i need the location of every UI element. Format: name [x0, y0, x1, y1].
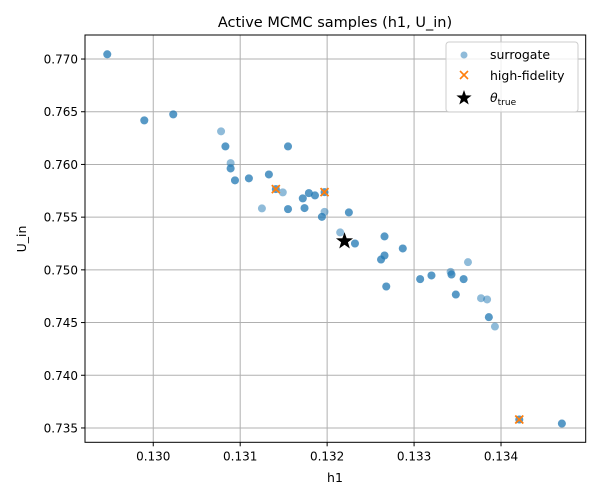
legend-label-theta-true: θtrue: [490, 90, 517, 108]
x-tick-label: 0.133: [397, 449, 431, 463]
surrogate-point: [447, 270, 456, 279]
surrogate-point: [557, 419, 566, 428]
surrogate-point: [284, 205, 293, 214]
x-axis-label: h1: [327, 470, 343, 485]
surrogate-point: [483, 295, 492, 304]
surrogate-point: [264, 170, 273, 179]
y-tick-label: 0.740: [44, 369, 78, 383]
x-tick-label: 0.134: [484, 449, 518, 463]
y-tick-label: 0.760: [44, 158, 78, 172]
surrogate-point: [320, 207, 329, 216]
surrogate-point: [244, 174, 253, 183]
surrogate-point: [230, 176, 239, 185]
surrogate-point: [398, 244, 407, 253]
surrogate-point: [310, 191, 319, 200]
surrogate-point: [257, 204, 266, 213]
surrogate-point: [304, 189, 313, 198]
y-tick-label: 0.745: [44, 316, 78, 330]
y-tick-label: 0.755: [44, 211, 78, 225]
surrogate-point: [451, 290, 460, 299]
surrogate-point: [459, 275, 468, 284]
surrogate-point: [463, 258, 472, 267]
surrogate-point: [416, 275, 425, 284]
legend: surrogate high-fidelity θtrue: [445, 41, 579, 113]
plot-frame: [84, 34, 587, 443]
surrogate-point: [477, 294, 486, 303]
surrogate-point: [217, 127, 226, 136]
surrogate-point: [336, 228, 345, 237]
surrogate-point: [226, 164, 235, 173]
surrogate-point: [278, 188, 287, 197]
surrogate-point: [284, 142, 293, 151]
legend-marker-high-fidelity: [459, 70, 469, 80]
surrogate-point: [344, 208, 353, 217]
legend-label-surrogate: surrogate: [490, 47, 550, 62]
high-fidelity-point: [271, 184, 281, 194]
theta-true-point: [335, 232, 354, 249]
surrogate-point: [382, 282, 391, 291]
surrogate-point: [380, 232, 389, 241]
y-axis-label: U_in: [14, 226, 29, 253]
surrogate-point: [427, 271, 436, 280]
y-tick-label: 0.770: [44, 53, 78, 67]
legend-marker-surrogate: [460, 51, 468, 59]
chart-title: Active MCMC samples (h1, U_in): [218, 15, 452, 31]
surrogate-point: [484, 313, 493, 322]
surrogate-point: [300, 204, 309, 213]
surrogate-point: [169, 110, 178, 119]
high-fidelity-point: [514, 414, 524, 425]
surrogate-point: [377, 255, 386, 264]
y-axis-ticks: 0.735 0.740 0.745 0.750 0.755 0.760 0.765 0.770: [44, 53, 85, 435]
x-tick-label: 0.132: [310, 449, 344, 463]
legend-label-high-fidelity: high-fidelity: [490, 68, 565, 83]
surrogate-point: [298, 194, 307, 203]
x-tick-label: 0.130: [136, 449, 170, 463]
y-tick-label: 0.765: [44, 105, 78, 119]
surrogate-point: [221, 142, 230, 151]
x-axis-ticks: 0.130 0.131 0.132 0.133 0.134: [136, 442, 518, 463]
surrogate-point: [350, 239, 359, 248]
y-tick-label: 0.735: [44, 421, 78, 435]
data-points: [103, 50, 566, 428]
legend-box: [445, 41, 579, 113]
y-tick-label: 0.750: [44, 263, 78, 277]
legend-marker-theta-true: [456, 90, 472, 105]
x-tick-label: 0.131: [223, 449, 257, 463]
surrogate-point: [490, 322, 499, 331]
surrogate-point: [140, 116, 149, 125]
high-fidelity-point: [319, 187, 330, 197]
surrogate-point: [103, 50, 112, 59]
